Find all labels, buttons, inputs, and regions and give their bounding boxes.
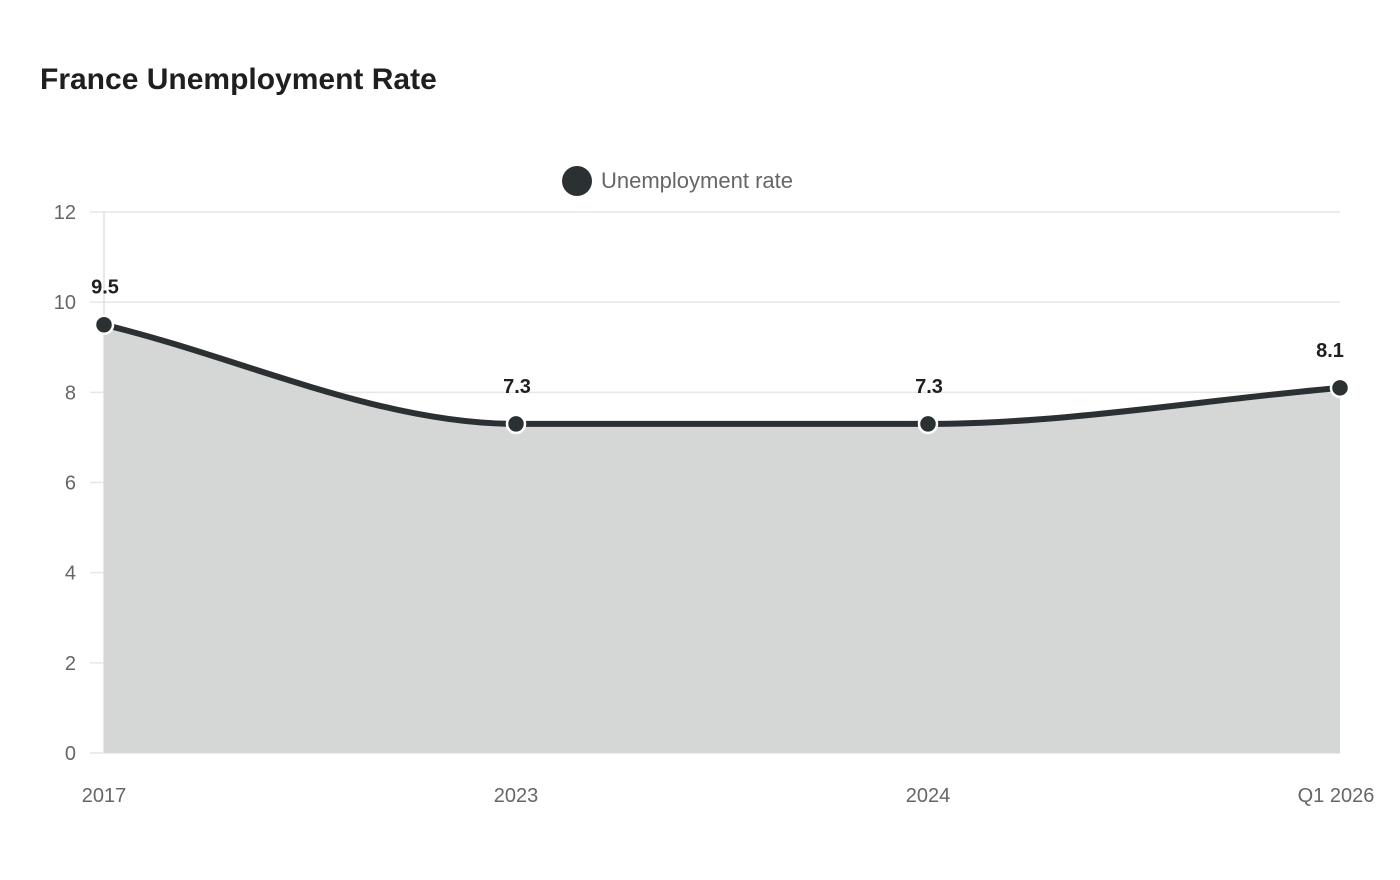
y-tick-label: 8 [65, 382, 76, 404]
x-axis: 2017 2023 2024 Q1 2026 [82, 785, 1375, 807]
data-label: 7.3 [915, 376, 943, 398]
legend-label[interactable]: Unemployment rate [601, 168, 793, 193]
legend[interactable]: Unemployment rate [562, 166, 793, 196]
x-tick-label: 2024 [906, 785, 951, 807]
y-tick-label: 2 [65, 653, 76, 675]
y-tick-label: 0 [65, 743, 76, 765]
data-point[interactable] [505, 413, 527, 435]
data-point[interactable] [93, 314, 115, 335]
data-point[interactable] [1329, 377, 1351, 399]
series-line-path [101, 321, 1343, 427]
legend-marker[interactable] [562, 166, 592, 196]
y-tick-label: 10 [54, 292, 76, 314]
data-label: 9.5 [91, 277, 119, 299]
data-label: 8.1 [1316, 340, 1344, 362]
data-points [93, 314, 1351, 435]
x-tick-label: 2023 [494, 785, 539, 807]
y-tick-label: 12 [54, 202, 76, 224]
y-tick-label: 4 [65, 563, 76, 585]
series-line [101, 321, 1343, 427]
data-labels: 9.5 7.3 7.3 8.1 [91, 277, 1344, 398]
data-point[interactable] [917, 413, 939, 435]
data-label: 7.3 [503, 376, 531, 398]
x-tick-label: 2017 [82, 785, 127, 807]
x-tick-label: Q1 2026 [1298, 785, 1375, 807]
series-area [104, 324, 1340, 753]
chart-title: France Unemployment Rate [40, 63, 437, 96]
area-fill [104, 324, 1340, 753]
y-tick-label: 6 [65, 473, 76, 495]
